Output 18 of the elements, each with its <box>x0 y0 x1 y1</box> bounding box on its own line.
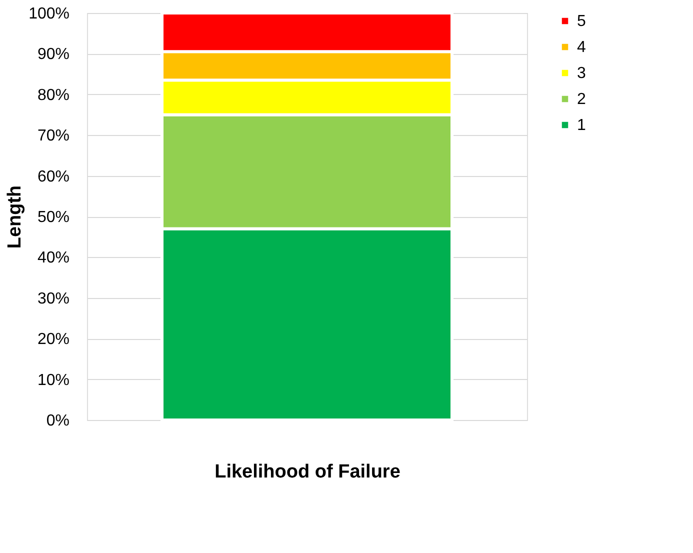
y-tick-label: 20% <box>37 331 70 348</box>
y-tick-label: 70% <box>37 128 70 145</box>
y-tick-label: 40% <box>37 250 70 267</box>
y-tick-label: 80% <box>37 86 70 104</box>
y-tick-label: 60% <box>37 168 70 186</box>
y-tick-label: 100% <box>28 6 70 22</box>
y-tick-label: 90% <box>37 46 70 64</box>
y-axis-title: Length <box>4 185 26 249</box>
legend-label: 3 <box>577 65 586 82</box>
y-tick-label: 50% <box>37 209 70 226</box>
legend-label: 1 <box>577 117 586 134</box>
y-tick-label: 10% <box>37 372 70 389</box>
y-tick-label: 30% <box>37 290 70 308</box>
legend-label: 2 <box>577 91 586 108</box>
y-tick-label: 0% <box>46 412 70 430</box>
legend-label: 4 <box>577 39 586 56</box>
legend-label: 5 <box>577 13 586 30</box>
x-axis-title: Likelihood of Failure <box>214 462 400 482</box>
